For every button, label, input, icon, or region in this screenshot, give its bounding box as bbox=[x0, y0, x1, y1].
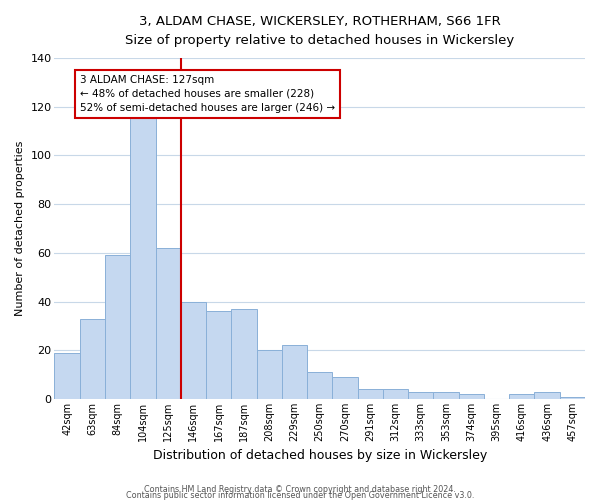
Bar bbox=[458, 394, 484, 399]
Bar bbox=[383, 390, 408, 399]
Bar bbox=[181, 302, 206, 399]
Title: 3, ALDAM CHASE, WICKERSLEY, ROTHERHAM, S66 1FR
Size of property relative to deta: 3, ALDAM CHASE, WICKERSLEY, ROTHERHAM, S… bbox=[125, 15, 514, 47]
Y-axis label: Number of detached properties: Number of detached properties bbox=[15, 141, 25, 316]
Bar bbox=[535, 392, 560, 399]
Bar bbox=[105, 256, 130, 399]
Bar bbox=[232, 309, 257, 399]
Bar bbox=[560, 396, 585, 399]
Text: 3 ALDAM CHASE: 127sqm
← 48% of detached houses are smaller (228)
52% of semi-det: 3 ALDAM CHASE: 127sqm ← 48% of detached … bbox=[80, 75, 335, 113]
Bar bbox=[332, 377, 358, 399]
Bar bbox=[509, 394, 535, 399]
Bar bbox=[307, 372, 332, 399]
Bar bbox=[155, 248, 181, 399]
X-axis label: Distribution of detached houses by size in Wickersley: Distribution of detached houses by size … bbox=[152, 450, 487, 462]
Bar bbox=[130, 116, 155, 399]
Text: Contains HM Land Registry data © Crown copyright and database right 2024.: Contains HM Land Registry data © Crown c… bbox=[144, 484, 456, 494]
Bar bbox=[80, 318, 105, 399]
Bar bbox=[408, 392, 433, 399]
Bar bbox=[206, 312, 232, 399]
Bar bbox=[257, 350, 282, 399]
Bar bbox=[433, 392, 458, 399]
Bar bbox=[358, 390, 383, 399]
Bar bbox=[55, 352, 80, 399]
Bar bbox=[282, 346, 307, 399]
Text: Contains public sector information licensed under the Open Government Licence v3: Contains public sector information licen… bbox=[126, 491, 474, 500]
